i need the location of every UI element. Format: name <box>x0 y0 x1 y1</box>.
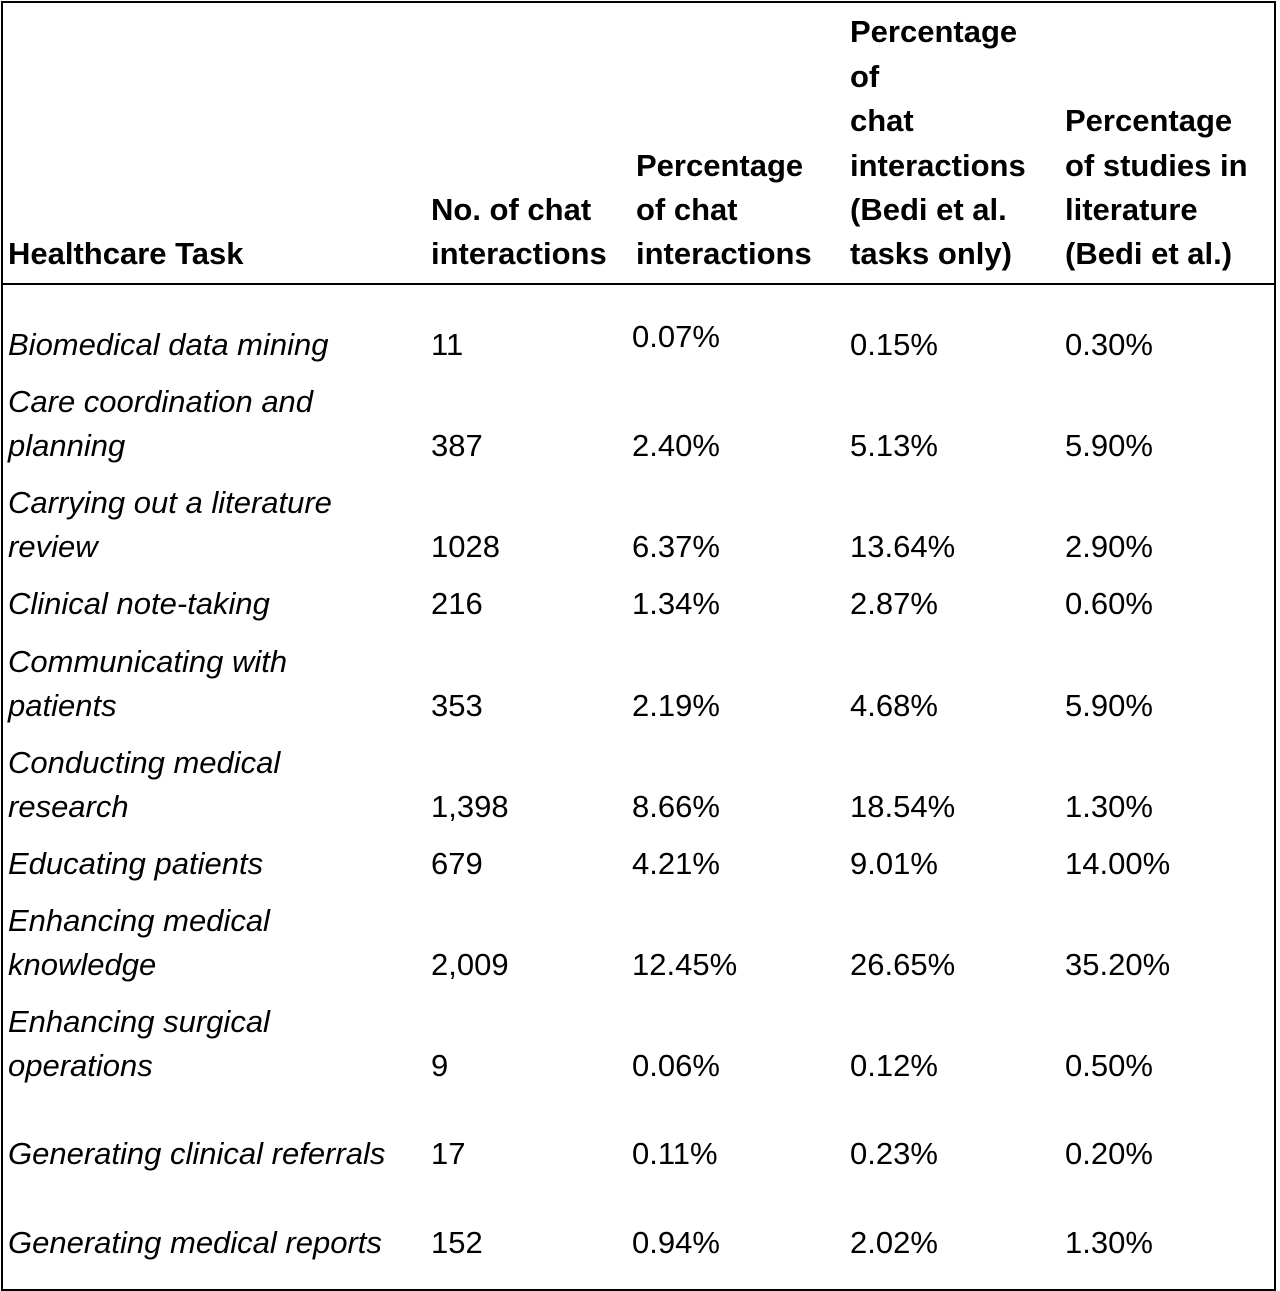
header-no-of-chat-line2: interactions <box>431 236 607 271</box>
header-pct-bedi-line6: tasks only) <box>850 236 1012 271</box>
table-row-count: 679 <box>431 846 483 881</box>
table-row-pct-lit: 0.20% <box>1065 1136 1153 1171</box>
table-row-task-cont: operations <box>8 1048 153 1083</box>
table-row-pct-bedi: 26.65% <box>850 947 956 982</box>
table-row-count: 353 <box>431 688 483 723</box>
table-row-task: Enhancing surgical <box>8 1004 270 1039</box>
table-row-task: Care coordination and <box>8 384 314 419</box>
table-row-pct: 4.21% <box>632 846 720 881</box>
header-divider <box>1 283 1276 285</box>
table-row-pct-lit: 1.30% <box>1065 1225 1153 1260</box>
table-row-pct: 0.06% <box>632 1048 720 1083</box>
table-row-task: Communicating with <box>8 644 288 679</box>
header-pct-bedi-line4: interactions <box>850 148 1026 183</box>
table-row-count: 17 <box>431 1136 466 1171</box>
header-pct-lit-line1: Percentage <box>1065 103 1233 138</box>
table-row-task-cont: knowledge <box>8 947 157 982</box>
table-row-pct: 12.45% <box>632 947 738 982</box>
table-row-pct-bedi: 4.68% <box>850 688 938 723</box>
table-row-pct-bedi: 2.02% <box>850 1225 938 1260</box>
table-row-pct-bedi: 13.64% <box>850 529 956 564</box>
table-row-pct: 0.94% <box>632 1225 720 1260</box>
header-pct-bedi-line2: of <box>850 59 880 94</box>
table-row-pct: 0.11% <box>632 1136 718 1171</box>
table-row-pct-lit: 0.60% <box>1065 586 1153 621</box>
table-row-task: Carrying out a literature <box>8 485 332 520</box>
table-row-pct-lit: 14.00% <box>1065 846 1171 881</box>
header-pct-bedi-line3: chat <box>850 103 914 138</box>
table-row-count: 152 <box>431 1225 483 1260</box>
table-row-pct-bedi: 0.15% <box>850 327 938 362</box>
table-row-count: 2,009 <box>431 947 509 982</box>
table-row-pct-bedi: 5.13% <box>850 428 938 463</box>
table-row-pct: 2.40% <box>632 428 720 463</box>
table-row-count: 216 <box>431 586 483 621</box>
table-row-task-cont: research <box>8 789 129 824</box>
table-row-pct-lit: 0.50% <box>1065 1048 1153 1083</box>
table-row-pct: 6.37% <box>632 529 720 564</box>
table-row-task: Generating medical reports <box>8 1225 382 1260</box>
table-row-task-cont: patients <box>8 688 117 723</box>
table-row-count: 387 <box>431 428 483 463</box>
table-row-pct-lit: 1.30% <box>1065 789 1153 824</box>
header-pct-chat-line2: of chat <box>636 192 738 227</box>
table-row-task: Educating patients <box>8 846 264 881</box>
table-row-pct-lit: 5.90% <box>1065 688 1153 723</box>
table-row-pct: 1.34% <box>632 586 720 621</box>
table-row-pct-lit: 35.20% <box>1065 947 1171 982</box>
header-pct-chat-line1: Percentage <box>636 148 804 183</box>
header-pct-lit-line4: (Bedi et al.) <box>1065 236 1233 271</box>
table-row-task-cont: planning <box>8 428 126 463</box>
table-row-pct: 0.07% <box>632 319 720 354</box>
table-row-task: Conducting medical <box>8 745 281 780</box>
table-row-task: Biomedical data mining <box>8 327 329 362</box>
table-row-pct-bedi: 18.54% <box>850 789 956 824</box>
header-no-of-chat-line1: No. of chat <box>431 192 592 227</box>
table-row-task: Enhancing medical <box>8 903 270 938</box>
header-pct-bedi-line1: Percentage <box>850 14 1018 49</box>
header-pct-bedi-line5: (Bedi et al. <box>850 192 1007 227</box>
table-row-pct-lit: 2.90% <box>1065 529 1153 564</box>
table-row-pct-bedi: 0.23% <box>850 1136 938 1171</box>
table-row-task-cont: review <box>8 529 98 564</box>
table-row-pct: 8.66% <box>632 789 720 824</box>
header-healthcare-task: Healthcare Task <box>8 236 244 271</box>
header-pct-lit-line3: literature <box>1065 192 1198 227</box>
table-row-count: 11 <box>431 327 464 362</box>
table-row-pct: 2.19% <box>632 688 720 723</box>
table-row-task: Generating clinical referrals <box>8 1136 386 1171</box>
header-pct-lit-line2: of studies in <box>1065 148 1248 183</box>
table-row-count: 9 <box>431 1048 449 1083</box>
table-row-pct-lit: 5.90% <box>1065 428 1153 463</box>
table-row-pct-bedi: 2.87% <box>850 586 938 621</box>
header-pct-chat-line3: interactions <box>636 236 812 271</box>
table-row-count: 1028 <box>431 529 500 564</box>
table-row-pct-lit: 0.30% <box>1065 327 1153 362</box>
table-row-pct-bedi: 9.01% <box>850 846 938 881</box>
table-row-count: 1,398 <box>431 789 509 824</box>
table-row-task: Clinical note-taking <box>8 586 270 621</box>
table-row-pct-bedi: 0.12% <box>850 1048 938 1083</box>
